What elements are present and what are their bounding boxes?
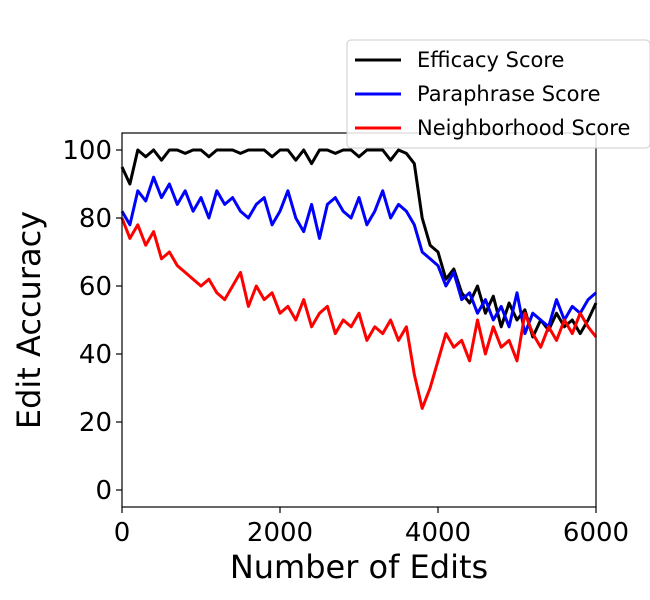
y-tick-label: 60 (79, 272, 112, 302)
y-tick-label: 0 (95, 476, 112, 506)
legend: Efficacy Score Paraphrase Score Neighbor… (346, 39, 650, 149)
x-axis: 0 2000 4000 6000 (114, 507, 629, 548)
legend-label-neighborhood: Neighborhood Score (417, 116, 630, 140)
y-axis: 0 20 40 60 80 100 (62, 136, 122, 506)
legend-label-efficacy: Efficacy Score (417, 48, 564, 72)
series-line-efficacy (120, 148, 598, 339)
x-tick-label: 0 (114, 518, 131, 548)
x-tick-label: 2000 (247, 518, 313, 548)
y-axis-label: Edit Accuracy (10, 211, 48, 429)
legend-label-paraphrase: Paraphrase Score (417, 82, 601, 106)
y-tick-label: 40 (79, 340, 112, 370)
legend-box (346, 39, 650, 149)
x-tick-label: 4000 (405, 518, 471, 548)
y-tick-label: 100 (62, 136, 112, 166)
plot-lines (120, 148, 598, 410)
x-tick-label: 6000 (563, 518, 629, 548)
x-axis-label: Number of Edits (230, 548, 488, 586)
y-tick-label: 20 (79, 408, 112, 438)
series-line-paraphrase (120, 175, 597, 336)
series-line-neighborhood (120, 217, 598, 410)
y-tick-label: 80 (79, 204, 112, 234)
